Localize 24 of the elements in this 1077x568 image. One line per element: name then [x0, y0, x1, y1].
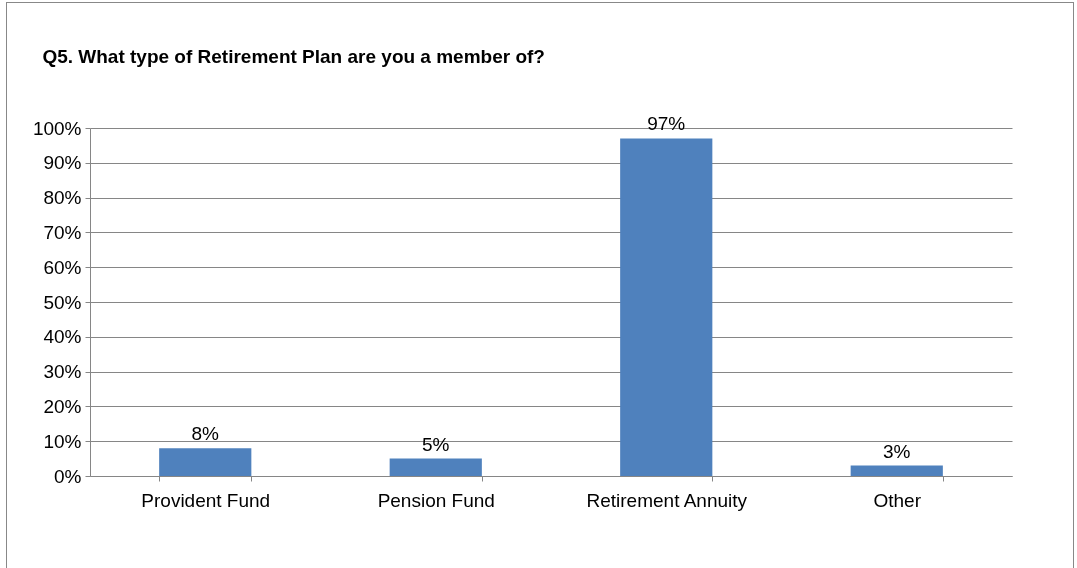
- y-tick-label: 10%: [43, 430, 82, 452]
- data-label: 3%: [883, 440, 911, 462]
- y-tick-label: 90%: [43, 152, 82, 174]
- y-tick-label: 80%: [43, 187, 82, 209]
- y-tick-label: 70%: [43, 221, 82, 243]
- y-tick-label: 60%: [43, 256, 82, 278]
- y-tick-label: 20%: [43, 395, 82, 417]
- data-label: 5%: [422, 433, 450, 455]
- y-tick-label: 40%: [43, 326, 82, 348]
- y-tick-label: 30%: [43, 361, 82, 383]
- data-label: 8%: [191, 423, 220, 445]
- data-label: 97%: [647, 113, 686, 135]
- y-tick-label: 0%: [54, 465, 82, 487]
- bar: [159, 448, 252, 476]
- bar: [620, 138, 713, 476]
- x-tick-label: Pension Fund: [377, 489, 495, 511]
- x-tick-label: Retirement Annuity: [586, 489, 748, 511]
- y-tick-label: 50%: [43, 291, 82, 313]
- x-tick-label: Other: [873, 489, 922, 511]
- bar: [850, 465, 943, 476]
- chart-title: Q5. What type of Retirement Plan are you a member of?: [42, 46, 545, 68]
- bar: [389, 458, 482, 476]
- y-tick-label: 100%: [32, 117, 82, 139]
- x-tick-label: Provident Fund: [141, 489, 271, 511]
